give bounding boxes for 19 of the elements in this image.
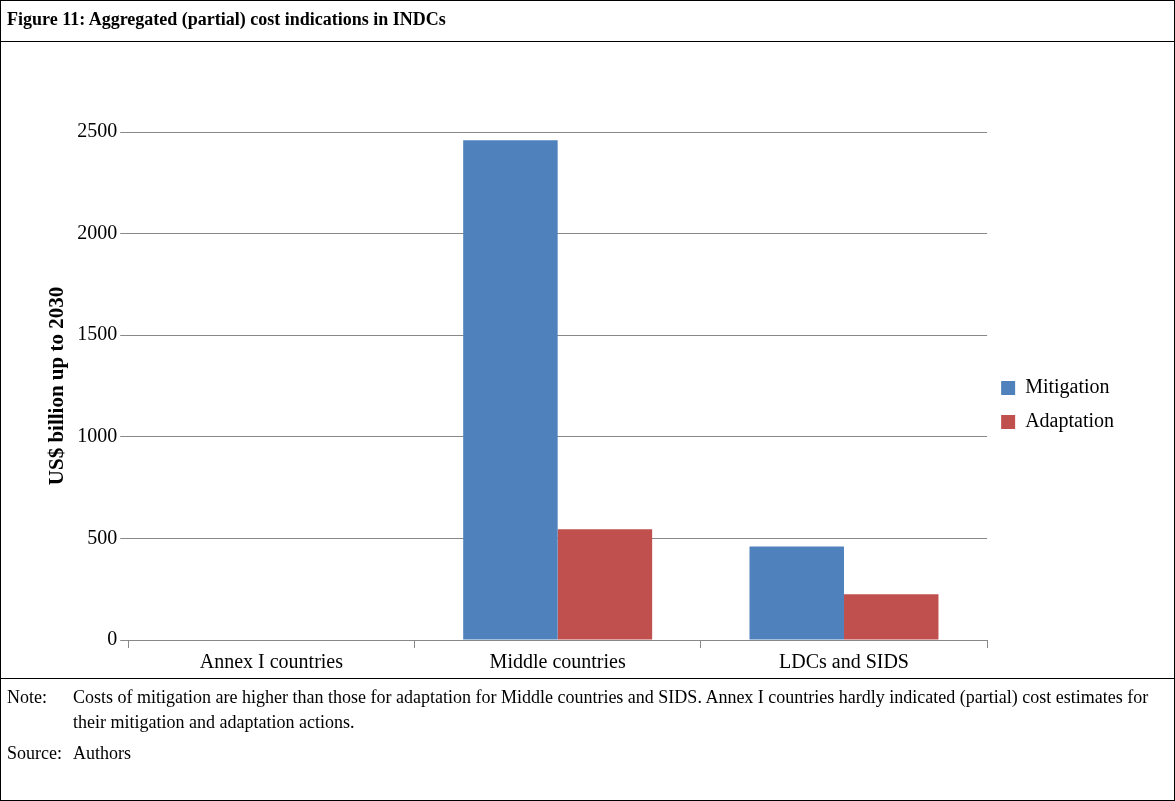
y-tick-label: 500 [87,525,118,548]
bar [463,140,558,640]
text: Note: Costs of mitigation are higher than those for adaptation for Middle countries and SIDS. Annex I countries hardly indicated (partial) cost estimates for their mitigation and adaptation actions. [7,687,1149,732]
x-tick-label: LDCs and SIDS [778,650,909,673]
bar [749,546,844,640]
y-axis-title: US$ billion up to 2030 [44,286,69,486]
source-note: Source: Authors [6,742,132,765]
legend-label: Adaptation [1025,409,1115,433]
bar [843,594,939,640]
y-tick-label: 1500 [77,322,118,345]
x-tick-label: Annex I countries [199,650,344,673]
chart-title: Figure 11: Aggregated (partial) cost indications in INDCs [1,1,1174,42]
y-tick-label: 2500 [77,119,118,142]
legend-label: Mitigation [1025,375,1110,399]
y-tick-label: 2000 [77,220,118,243]
bar [557,529,653,640]
x-tick-label: Middle countries [489,650,626,673]
y-tick-label: 0 [107,627,118,650]
y-tick-label: 1000 [77,424,118,447]
